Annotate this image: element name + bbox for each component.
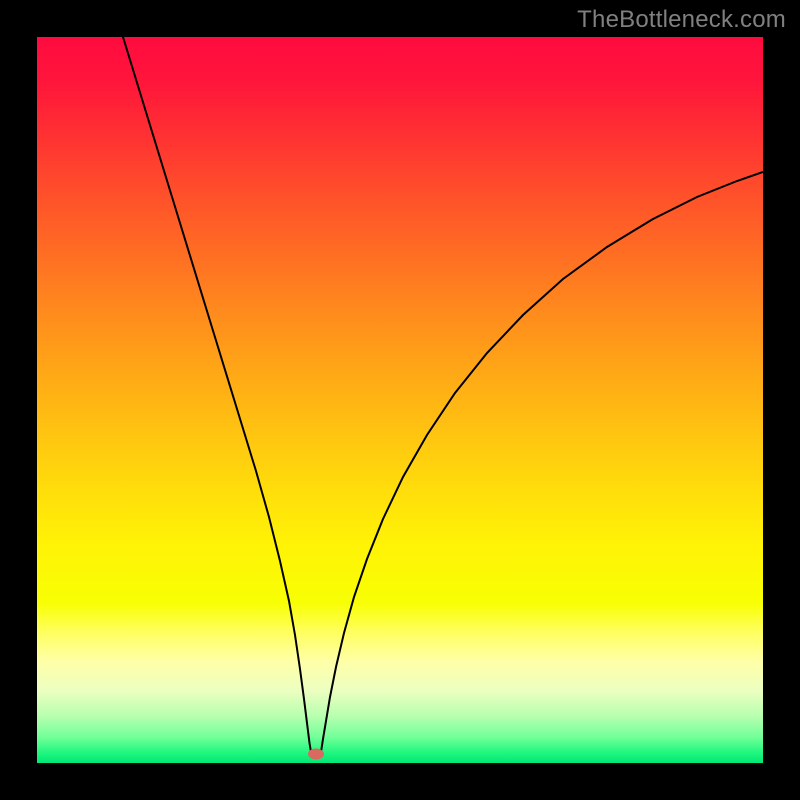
plot-svg bbox=[37, 37, 763, 763]
vertex-marker bbox=[308, 749, 324, 760]
gradient-background bbox=[37, 37, 763, 763]
watermark-text: TheBottleneck.com bbox=[577, 6, 786, 34]
plot-area bbox=[37, 37, 763, 763]
chart-frame: TheBottleneck.com bbox=[0, 0, 800, 800]
